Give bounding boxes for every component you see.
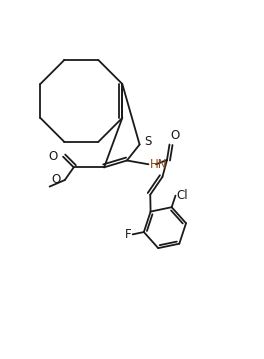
Text: S: S <box>144 135 152 149</box>
Text: F: F <box>125 228 131 241</box>
Text: O: O <box>48 150 58 163</box>
Text: O: O <box>171 129 180 142</box>
Text: HN: HN <box>149 158 167 171</box>
Text: Cl: Cl <box>177 189 188 202</box>
Text: O: O <box>51 173 60 186</box>
